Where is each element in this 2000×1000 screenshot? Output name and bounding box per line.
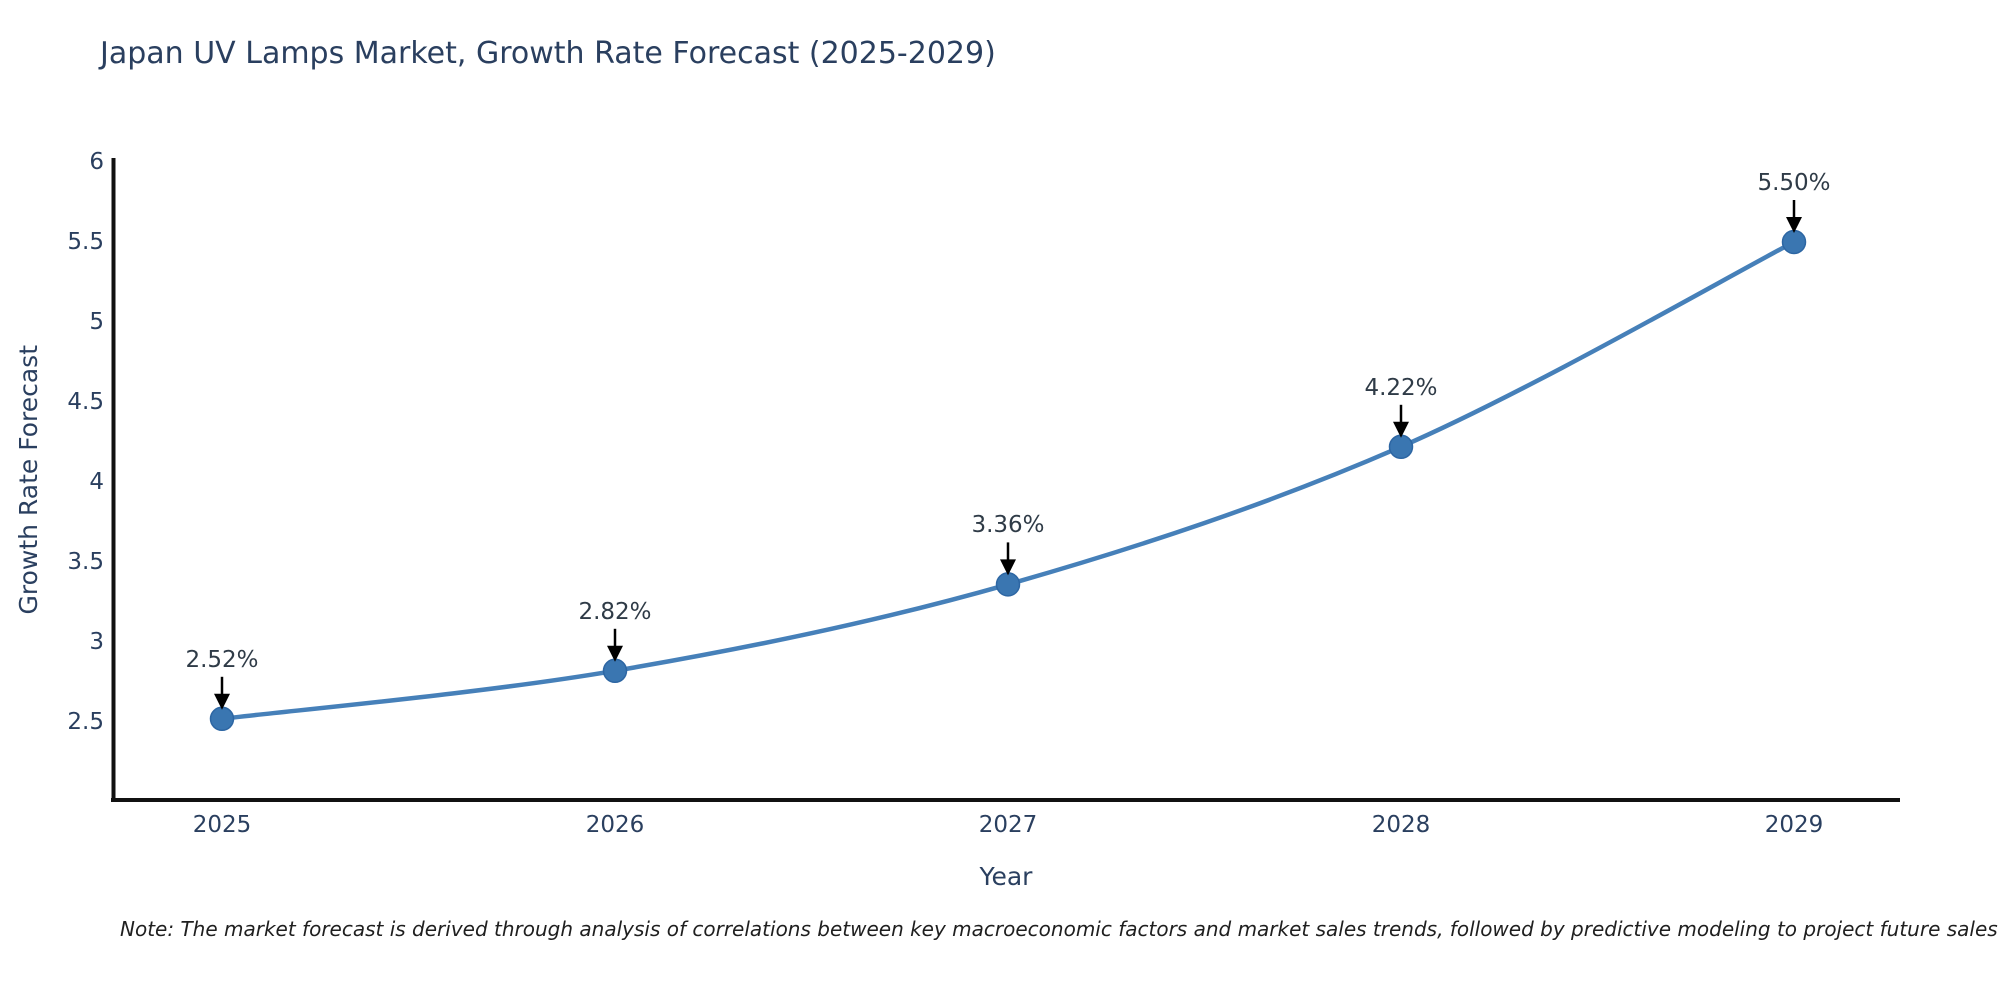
point-annotation: 2.82% — [578, 598, 652, 625]
annotation-arrow-head — [214, 693, 230, 710]
data-point-marker — [1388, 434, 1414, 460]
annotation-arrow-head — [607, 645, 623, 662]
footnote: Note: The market forecast is derived thr… — [120, 917, 1998, 941]
y-tick-label: 4.5 — [67, 389, 104, 415]
x-tick-label: 2029 — [1764, 812, 1824, 838]
y-tick-label: 3 — [89, 629, 104, 655]
y-tick-label: 3.5 — [67, 549, 104, 575]
annotation-arrow-head — [1786, 217, 1802, 233]
y-tick-label: 4 — [89, 469, 104, 495]
trend-line — [219, 239, 1797, 722]
data-point-marker — [602, 658, 628, 684]
annotation-arrow-head — [1393, 421, 1409, 438]
y-tick-label: 6 — [89, 149, 104, 175]
point-annotation: 3.36% — [971, 512, 1045, 539]
y-tick-label: 5 — [89, 309, 104, 335]
annotation-arrow-head — [1000, 559, 1016, 576]
x-tick-label: 2025 — [192, 812, 252, 838]
point-annotation: 4.22% — [1364, 374, 1438, 401]
data-point-marker — [995, 572, 1021, 597]
y-tick-label: 5.5 — [67, 229, 104, 255]
point-annotation: 5.50% — [1757, 170, 1831, 196]
point-annotation: 2.52% — [185, 646, 259, 673]
chart-title: Japan UV Lamps Market, Growth Rate Forec… — [100, 36, 996, 71]
data-point-marker — [209, 706, 235, 732]
x-tick-label: 2028 — [1371, 812, 1431, 838]
x-axis-title: Year — [979, 862, 1033, 891]
x-tick-label: 2027 — [978, 812, 1038, 838]
x-tick-label: 2026 — [585, 812, 645, 838]
y-tick-label: 2.5 — [67, 709, 104, 735]
data-point-marker — [1781, 229, 1807, 255]
